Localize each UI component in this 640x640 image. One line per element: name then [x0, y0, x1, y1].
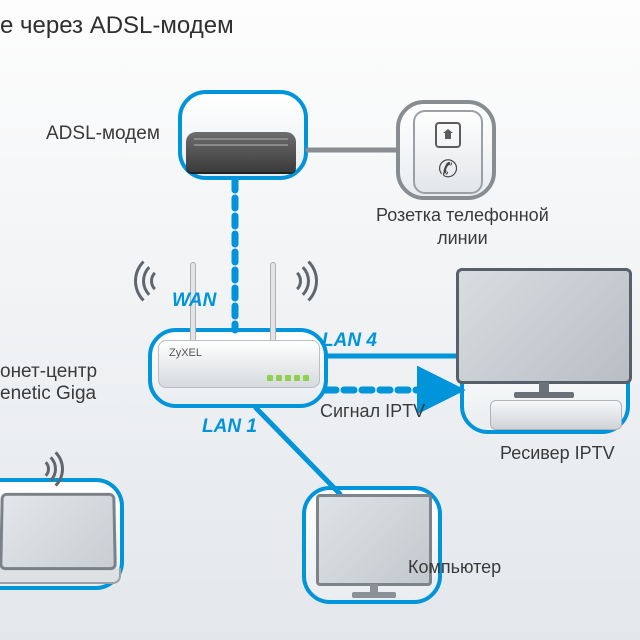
label-computer: Компьютер: [408, 556, 501, 579]
diagram-title: е через ADSL-модем: [0, 12, 234, 40]
phone-socket-icon: ✆: [413, 110, 483, 194]
label-socket: Розетка телефонной линии: [376, 204, 549, 249]
laptop-icon: [0, 492, 121, 584]
tv-icon: [456, 268, 632, 398]
label-router-line2: enetic Giga: [0, 382, 96, 406]
wifi-waves-icon: [26, 442, 76, 492]
desktop-pc-icon: [316, 494, 432, 598]
wifi-waves-icon: [272, 248, 332, 308]
link-label-wan: WAN: [172, 290, 216, 312]
link-label-lan4: LAN 4: [322, 330, 377, 352]
link-label-lan1: LAN 1: [202, 416, 257, 438]
router-brand: ZyXEL: [169, 347, 202, 359]
adsl-modem-icon: [186, 132, 296, 172]
router-icon: ZyXEL: [158, 340, 320, 388]
label-router-line1: онет-центр: [0, 360, 97, 384]
label-receiver: Ресивер IPTV: [500, 442, 615, 465]
label-iptv-signal: Сигнал IPTV: [320, 400, 425, 423]
label-modem: ADSL-модем: [46, 122, 160, 146]
iptv-receiver-icon: [490, 400, 622, 430]
